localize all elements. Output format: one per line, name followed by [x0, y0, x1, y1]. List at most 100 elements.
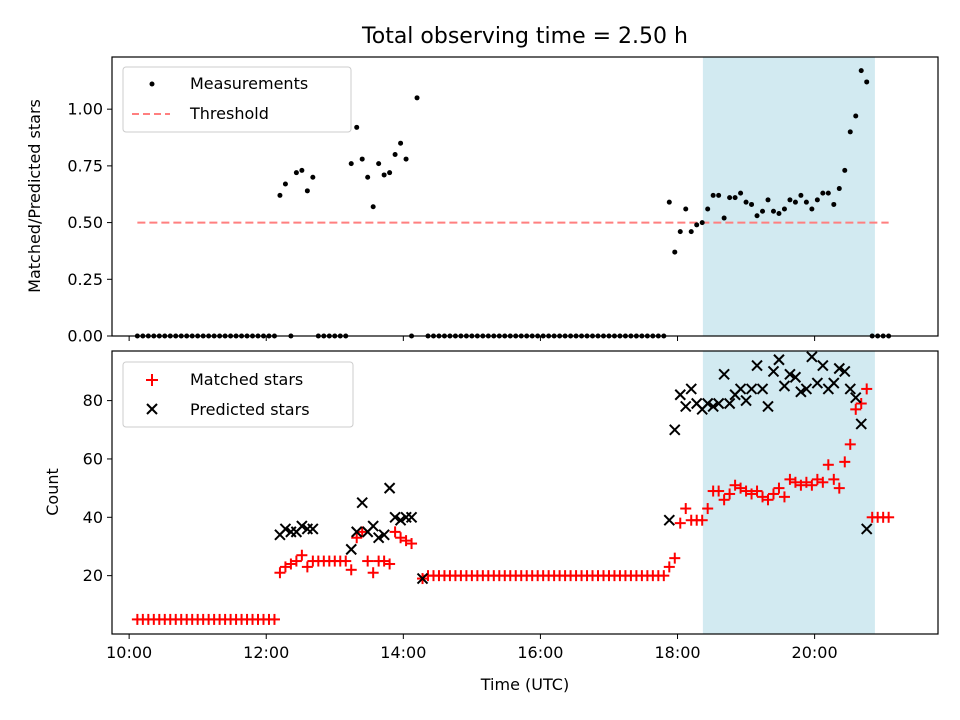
- matched-point: [296, 549, 308, 561]
- y-axis-label: Matched/Predicted stars: [25, 99, 44, 293]
- measurement-point: [403, 156, 409, 162]
- matched-point: [356, 526, 368, 538]
- y-tick-label: 60: [83, 449, 103, 468]
- x-tick-label: 20:00: [792, 643, 838, 662]
- measurement-point: [787, 197, 793, 203]
- measurement-point: [277, 192, 283, 198]
- predicted-point: [795, 386, 807, 398]
- measurement-point: [864, 79, 870, 85]
- legend-box: [122, 66, 352, 133]
- matched-point: [340, 555, 352, 567]
- legend-label-matched: Matched stars: [190, 370, 303, 389]
- y-tick-label: 0.00: [67, 327, 103, 346]
- y-tick-label: 0.75: [67, 156, 103, 175]
- x-ticks: 10:00 12:00 14:00 16:00 18:00 20:00: [106, 634, 838, 662]
- predicted-point: [416, 572, 429, 585]
- legend: Matched stars Predicted stars: [122, 361, 354, 428]
- measurement-point: [781, 206, 787, 212]
- predicted-point: [800, 383, 813, 395]
- predicted-point: [718, 368, 730, 381]
- y-axis-label: Count: [43, 468, 62, 516]
- matched-point: [850, 403, 862, 415]
- matched-point: [855, 398, 867, 410]
- matched-point: [696, 514, 708, 526]
- legend: Measurements Threshold: [122, 66, 352, 133]
- legend-label-threshold: Threshold: [189, 104, 269, 123]
- measurement-point: [398, 140, 404, 146]
- matched-point: [844, 438, 856, 450]
- measurement-point: [809, 206, 815, 212]
- measurement-point: [359, 156, 365, 162]
- measurement-point: [414, 95, 420, 101]
- y-tick-label: 1.00: [67, 100, 103, 119]
- measurement-point: [803, 199, 809, 205]
- x-tick-label: 10:00: [106, 643, 152, 662]
- measurement-point: [392, 152, 398, 158]
- measurement-point: [705, 206, 711, 212]
- predicted-point: [663, 514, 676, 526]
- measurement-point: [672, 249, 678, 255]
- measurement-point: [820, 190, 826, 196]
- plot-frame: [111, 56, 939, 337]
- matched-point: [828, 473, 840, 485]
- matched-point: [762, 494, 774, 506]
- predicted-point: [811, 377, 824, 389]
- measurement-point: [710, 192, 716, 198]
- x-tick-label: 12:00: [243, 643, 289, 662]
- measurement-point: [842, 167, 848, 173]
- matched-point: [658, 570, 670, 582]
- matched-point: [839, 456, 851, 468]
- x-tick-label: 18:00: [654, 643, 700, 662]
- predicted-point: [839, 365, 851, 378]
- predicted-point: [828, 377, 840, 389]
- counts-layer: [131, 351, 895, 625]
- legend-marker-measurements: [149, 81, 155, 87]
- predicted-point: [817, 359, 829, 372]
- predicted-point: [850, 391, 862, 404]
- matched-point: [674, 517, 686, 529]
- measurement-point: [754, 213, 760, 219]
- matched-point: [384, 558, 396, 570]
- measurement-point: [293, 170, 299, 176]
- matched-point: [702, 503, 714, 515]
- legend-marker-predicted: [146, 403, 158, 415]
- matched-point: [301, 561, 313, 573]
- measurement-point: [836, 186, 842, 192]
- predicted-point: [345, 543, 357, 556]
- matched-point: [767, 488, 779, 500]
- matched-point: [751, 485, 763, 497]
- measurement-point: [387, 170, 393, 176]
- matched-point: [362, 555, 374, 567]
- predicted-point: [685, 383, 697, 395]
- matched-point: [345, 564, 357, 576]
- measurement-point: [683, 206, 689, 212]
- measurement-point: [760, 208, 766, 214]
- matched-point: [268, 613, 280, 625]
- predicted-point: [773, 354, 785, 366]
- measurement-point: [814, 197, 820, 203]
- matched-point: [833, 482, 845, 494]
- predicted-point: [367, 520, 379, 532]
- measurement-point: [354, 124, 360, 130]
- predicted-point: [394, 514, 407, 526]
- x-tick-label: 14:00: [380, 643, 426, 662]
- predicted-point: [356, 497, 368, 509]
- measurement-point: [716, 192, 722, 198]
- matched-point: [680, 503, 692, 515]
- matched-point: [773, 482, 785, 494]
- measurement-point: [825, 190, 831, 196]
- measurement-point: [798, 192, 804, 198]
- predicted-point: [680, 400, 692, 413]
- y-tick-label: 80: [83, 391, 103, 410]
- predicted-point: [707, 400, 719, 413]
- predicted-point: [745, 383, 758, 395]
- predicted-point: [383, 482, 396, 494]
- chart-title: Total observing time = 2.50 h: [361, 24, 688, 49]
- y-tick-label: 40: [83, 508, 103, 527]
- measurement-point: [721, 215, 727, 221]
- measurement-point: [381, 172, 387, 178]
- matched-point: [822, 459, 834, 471]
- y-ticks: 20 40 60 80: [83, 391, 112, 585]
- measurement-point: [853, 113, 859, 119]
